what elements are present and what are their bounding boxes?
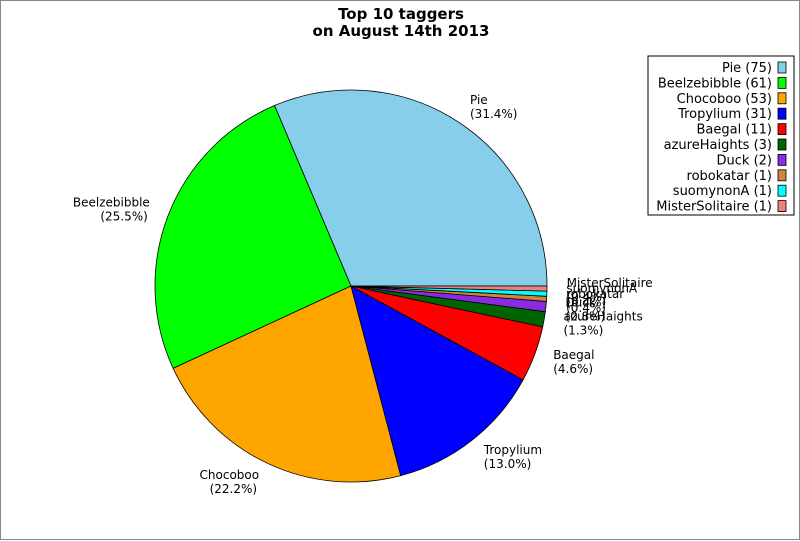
slice-percent-label: (0.4%) (566, 301, 606, 315)
slice-percent-label: (31.4%) (470, 107, 517, 121)
pie-slice-mistersolitaire (350, 285, 548, 292)
chart-title: Top 10 taggers (338, 5, 464, 23)
slice-percent-label: (0.4%) (566, 296, 606, 310)
legend-label: Duck (2) (717, 153, 772, 168)
slice-label: Duck (565, 296, 595, 310)
slice-percent-label: (0.8%) (565, 310, 605, 324)
pie-slice-beelzebibble (154, 105, 352, 369)
legend-swatch (777, 138, 787, 151)
slice-label: Tropylium (483, 443, 542, 457)
slice-percent-label: (0.4%) (567, 290, 607, 304)
slice-label: azureHaights (564, 310, 643, 324)
legend-label: suomynonA (1) (673, 184, 772, 199)
slice-label: suomynonA (566, 282, 638, 296)
slice-label: Pie (470, 93, 488, 107)
slice-label: Beelzebibble (73, 195, 150, 209)
legend-swatch (777, 107, 787, 120)
pie-slice-labels: Pie(31.4%) Beelzebibble(25.5%) Chocoboo(22… (73, 93, 653, 496)
pie-slice-pie (273, 89, 548, 287)
chart-subtitle: on August 14th 2013 (313, 22, 490, 40)
legend-label: MisterSolitaire (1) (656, 200, 772, 215)
legend-label: robokatar (1) (687, 169, 772, 184)
legend-label: Baegal (11) (696, 123, 772, 138)
slice-label: Baegal (553, 348, 594, 362)
legend-swatch (777, 92, 787, 105)
slice-percent-label: (25.5%) (100, 209, 147, 223)
legend-swatch (777, 200, 787, 213)
legend-label: Tropylium (31) (677, 107, 772, 122)
legend-label: azureHaights (3) (664, 138, 772, 153)
pie-slice-tropylium (350, 285, 524, 477)
legend-label: Chocoboo (53) (677, 92, 772, 107)
legend-swatch (777, 61, 787, 74)
legend-swatch (777, 153, 787, 166)
slice-percent-label: (1.3%) (564, 324, 604, 338)
slice-label: MisterSolitaire (567, 276, 653, 290)
slice-percent-label: (4.6%) (553, 362, 593, 376)
legend-box (647, 55, 795, 216)
slice-percent-label: (22.2%) (210, 482, 257, 496)
legend-label: Beelzebibble (61) (658, 76, 772, 91)
legend-swatch (777, 123, 787, 135)
slice-label: robokatar (566, 287, 624, 301)
slice-percent-label: (13.0%) (484, 457, 531, 471)
legend: Pie (75)Beelzebibble (61)Chocoboo (53)Tr… (647, 55, 795, 216)
pie-slices (154, 89, 548, 483)
legend-swatch (777, 184, 787, 197)
pie-slice-chocoboo (172, 285, 402, 483)
legend-swatch (777, 169, 787, 182)
slice-label: Chocoboo (200, 468, 260, 482)
legend-label: Pie (75) (722, 61, 772, 76)
legend-swatch (777, 77, 787, 89)
